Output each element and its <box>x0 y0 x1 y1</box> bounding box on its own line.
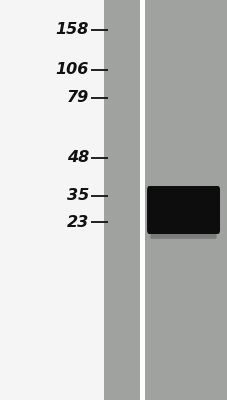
Text: 79: 79 <box>66 90 89 106</box>
Text: 106: 106 <box>55 62 89 78</box>
Text: 35: 35 <box>66 188 89 204</box>
FancyBboxPatch shape <box>146 186 219 234</box>
Bar <box>144 0 227 400</box>
Bar <box>140 0 144 400</box>
FancyBboxPatch shape <box>150 225 216 239</box>
Text: 158: 158 <box>55 22 89 38</box>
Text: 23: 23 <box>66 214 89 230</box>
Text: 48: 48 <box>66 150 89 166</box>
Bar <box>103 0 140 400</box>
Bar <box>0 0 103 400</box>
